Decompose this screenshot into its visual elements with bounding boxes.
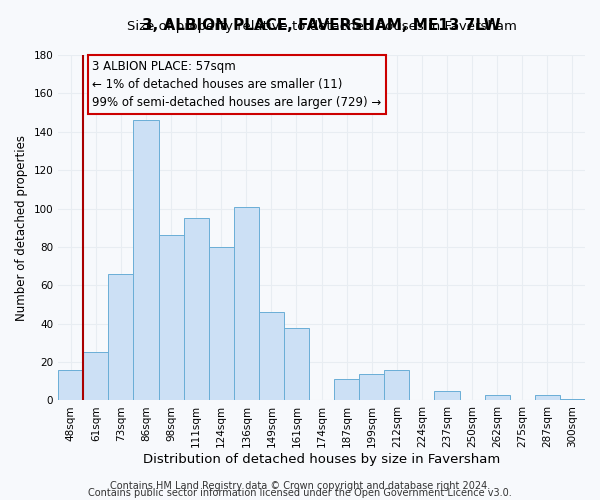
Text: Contains HM Land Registry data © Crown copyright and database right 2024.: Contains HM Land Registry data © Crown c… [110,481,490,491]
Bar [560,398,585,400]
Bar [234,206,259,400]
Bar [184,218,209,400]
Bar [535,394,560,400]
Bar [485,394,510,400]
Bar [434,391,460,400]
Y-axis label: Number of detached properties: Number of detached properties [15,134,28,320]
Bar [334,380,359,400]
Bar [209,247,234,400]
Text: Contains public sector information licensed under the Open Government Licence v3: Contains public sector information licen… [88,488,512,498]
Bar [83,352,109,401]
Bar [133,120,158,400]
X-axis label: Distribution of detached houses by size in Faversham: Distribution of detached houses by size … [143,453,500,466]
Bar [158,236,184,400]
Bar [284,328,309,400]
Text: 3, ALBION PLACE, FAVERSHAM, ME13 7LW: 3, ALBION PLACE, FAVERSHAM, ME13 7LW [142,18,501,32]
Bar [385,370,409,400]
Bar [109,274,133,400]
Bar [359,374,385,400]
Bar [259,312,284,400]
Title: Size of property relative to detached houses in Faversham: Size of property relative to detached ho… [127,20,517,33]
Bar [58,370,83,400]
Text: 3 ALBION PLACE: 57sqm
← 1% of detached houses are smaller (11)
99% of semi-detac: 3 ALBION PLACE: 57sqm ← 1% of detached h… [92,60,382,109]
